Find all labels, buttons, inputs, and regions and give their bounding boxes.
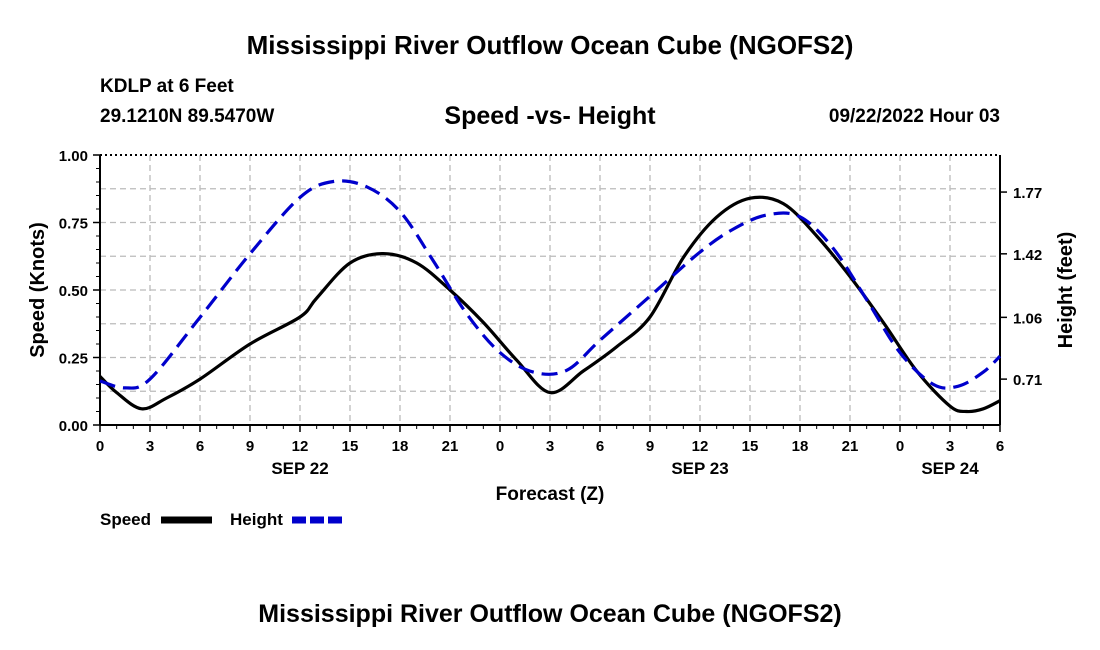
x-tick-label: 21 bbox=[442, 438, 459, 455]
x-tick-label: 15 bbox=[742, 438, 759, 455]
y-tick-label: 0.75 bbox=[59, 216, 88, 233]
legend-speed-label: Speed bbox=[100, 510, 151, 529]
x-tick-label: 6 bbox=[196, 438, 204, 455]
page-title: Mississippi River Outflow Ocean Cube (NG… bbox=[246, 30, 854, 60]
x-tick-label: 12 bbox=[692, 438, 709, 455]
x-tick-label: 3 bbox=[146, 438, 154, 455]
y-tick-label: 0.00 bbox=[59, 418, 88, 435]
x-tick-label: 21 bbox=[842, 438, 859, 455]
y2-tick-label: 1.77 bbox=[1013, 185, 1042, 202]
x-tick-label: 9 bbox=[246, 438, 254, 455]
date-label: SEP 23 bbox=[671, 459, 728, 478]
chart-title: Speed -vs- Height bbox=[444, 102, 656, 130]
x-tick-label: 0 bbox=[896, 438, 904, 455]
y2-tick-label: 1.06 bbox=[1013, 310, 1042, 327]
x-tick-label: 15 bbox=[342, 438, 359, 455]
x-tick-label: 6 bbox=[596, 438, 604, 455]
legend-height-label: Height bbox=[230, 510, 283, 529]
series-line-speed bbox=[98, 195, 1001, 414]
series-line-height bbox=[99, 179, 1002, 390]
forecast-datetime: 09/22/2022 Hour 03 bbox=[828, 106, 1000, 127]
x-tick-label: 0 bbox=[96, 438, 104, 455]
x-tick-label: 18 bbox=[392, 438, 409, 455]
footer-title: Mississippi River Outflow Ocean Cube (NG… bbox=[258, 600, 842, 628]
date-label: SEP 22 bbox=[271, 459, 328, 478]
y2-tick-label: 0.71 bbox=[1013, 372, 1042, 389]
y-tick-label: 0.25 bbox=[59, 351, 88, 368]
x-tick-label: 12 bbox=[292, 438, 309, 455]
x-tick-label: 0 bbox=[496, 438, 504, 455]
x-tick-label: 3 bbox=[546, 438, 554, 455]
x-tick-label: 9 bbox=[646, 438, 654, 455]
station-name: KDLP at 6 Feet bbox=[100, 76, 234, 97]
x-tick-label: 3 bbox=[946, 438, 954, 455]
y-axis-title: Speed (Knots) bbox=[27, 222, 49, 358]
y2-tick-label: 1.42 bbox=[1013, 247, 1042, 264]
x-tick-label: 18 bbox=[792, 438, 809, 455]
y-tick-label: 1.00 bbox=[59, 148, 88, 165]
y2-axis-title: Height (feet) bbox=[1055, 232, 1077, 349]
x-tick-label: 6 bbox=[996, 438, 1004, 455]
x-axis-title: Forecast (Z) bbox=[496, 484, 605, 505]
y-tick-label: 0.50 bbox=[59, 283, 88, 300]
date-label: SEP 24 bbox=[921, 459, 979, 478]
station-coordinates: 29.1210N 89.5470W bbox=[100, 106, 275, 127]
